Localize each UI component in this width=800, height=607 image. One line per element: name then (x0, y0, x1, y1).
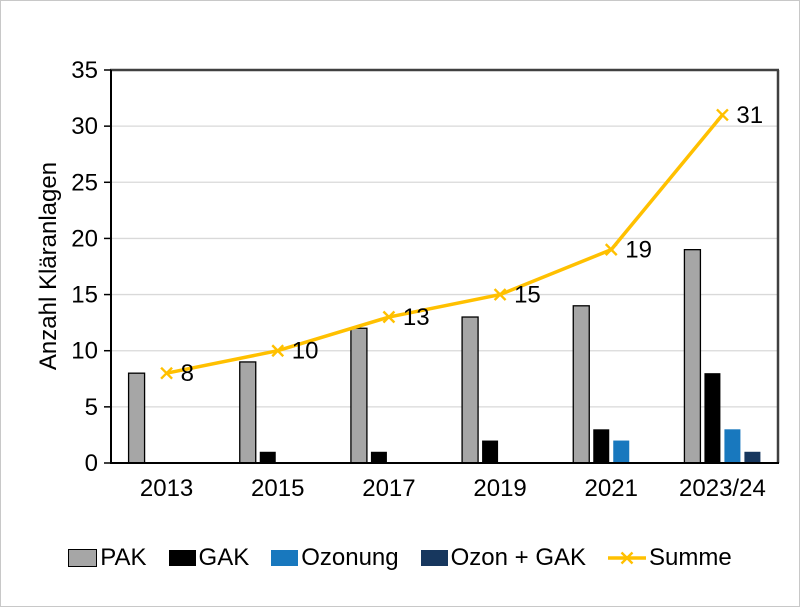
legend-item-ozon-gak: Ozon + GAK (420, 544, 587, 572)
x-axis-label: 2019 (473, 475, 526, 502)
legend-label-ozonung: Ozonung (301, 544, 399, 571)
x-axis-label: 2017 (362, 475, 415, 502)
bar-PAK (461, 316, 479, 464)
bar-PAK (683, 249, 702, 464)
data-label: 8 (181, 360, 194, 387)
data-label: 15 (514, 282, 541, 309)
y-tick-label: 5 (85, 394, 98, 421)
x-axis-label: 2023/24 (679, 475, 766, 502)
bar-GAK (593, 429, 610, 463)
legend-item-summe: Summe (608, 544, 732, 572)
bar-Ozon + GAK (744, 451, 761, 463)
bar-PAK (127, 372, 146, 464)
summe-line (166, 113, 724, 375)
y-tick-label: 20 (71, 225, 98, 252)
summe-marker-x (493, 288, 507, 301)
bar-Ozonung (724, 429, 741, 463)
bar-GAK (259, 451, 276, 463)
gak-swatch (168, 550, 196, 566)
y-tick-label: 25 (71, 169, 98, 196)
bar-PAK (572, 305, 590, 464)
summe-line-marker-swatch (608, 551, 647, 565)
y-axis-title: Anzahl Kläranlagen (35, 161, 62, 371)
pak-swatch (68, 549, 98, 567)
bar-GAK (482, 440, 499, 463)
data-label: 13 (403, 304, 430, 331)
data-label: 10 (292, 338, 319, 365)
summe-marker-x (160, 366, 173, 380)
summe-marker-x (604, 243, 618, 257)
x-axis-label: 2021 (585, 475, 638, 502)
legend-item-ozonung: Ozonung (271, 544, 399, 572)
bar-PAK (239, 361, 257, 464)
bar-GAK (370, 451, 387, 463)
y-tick-label: 35 (71, 57, 98, 84)
data-label: 19 (625, 237, 652, 264)
summe-marker-x (271, 344, 285, 358)
y-tick-label: 15 (71, 282, 98, 309)
summe-swatch-marker (620, 551, 634, 565)
legend-label-summe: Summe (649, 544, 732, 571)
legend: PAK GAK Ozonung Ozon + GAK Summe (1, 544, 799, 572)
legend-label-pak: PAK (100, 544, 147, 571)
summe-marker-x (382, 310, 396, 324)
ozon-gak-swatch (420, 550, 448, 566)
legend-label-ozon-gak: Ozon + GAK (450, 544, 587, 571)
bar-GAK (704, 373, 721, 463)
ozonung-swatch (271, 550, 299, 566)
x-axis-label: 2015 (251, 475, 304, 502)
y-tick-label: 30 (71, 113, 98, 140)
x-axis-label: 2013 (140, 475, 193, 502)
legend-item-gak: GAK (168, 544, 250, 572)
y-tick-label: 10 (71, 338, 98, 365)
y-tick-label: 0 (85, 450, 98, 477)
bar-Ozonung (613, 440, 630, 463)
summe-marker-x (716, 108, 729, 122)
data-label: 31 (736, 102, 763, 129)
legend-label-gak: GAK (198, 544, 250, 571)
bar-PAK (350, 327, 368, 464)
legend-item-pak: PAK (68, 544, 147, 572)
